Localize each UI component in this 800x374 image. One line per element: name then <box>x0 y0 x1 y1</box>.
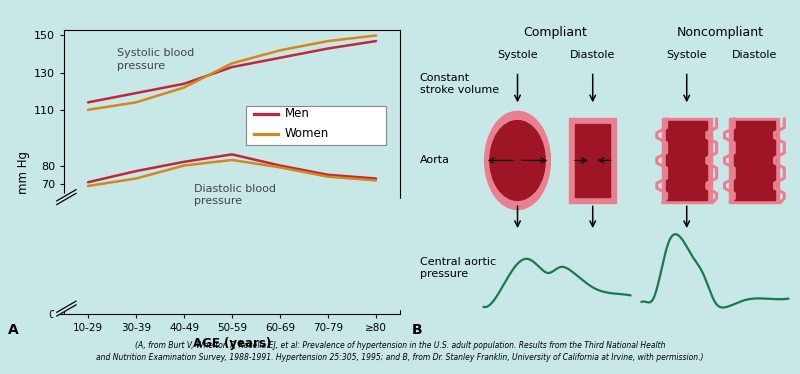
Ellipse shape <box>490 120 545 200</box>
Bar <box>575 124 610 197</box>
Bar <box>734 121 775 200</box>
Bar <box>59 199 419 309</box>
FancyBboxPatch shape <box>246 106 386 145</box>
Text: Diastole: Diastole <box>732 50 777 60</box>
Text: Noncompliant: Noncompliant <box>677 25 764 39</box>
Text: Diastole: Diastole <box>570 50 615 60</box>
Text: Diastolic blood
pressure: Diastolic blood pressure <box>194 184 275 206</box>
Text: B: B <box>412 323 422 337</box>
Ellipse shape <box>485 111 550 209</box>
Text: Systolic blood
pressure: Systolic blood pressure <box>117 49 194 71</box>
Bar <box>666 121 707 200</box>
Y-axis label: mm Hg: mm Hg <box>17 151 30 193</box>
Bar <box>730 117 779 203</box>
Text: A: A <box>8 323 18 337</box>
Text: Women: Women <box>285 128 329 141</box>
Text: Constant
stroke volume: Constant stroke volume <box>420 73 499 95</box>
Bar <box>569 117 617 203</box>
Text: Men: Men <box>285 107 310 120</box>
Text: Systole: Systole <box>498 50 538 60</box>
X-axis label: AGE (years): AGE (years) <box>193 337 271 350</box>
Text: Central aortic
pressure: Central aortic pressure <box>420 257 496 279</box>
Text: (A, from Burt V, Whelton P, Rocella EJ, et al: Prevalence of hypertension in the: (A, from Burt V, Whelton P, Rocella EJ, … <box>96 341 704 362</box>
Text: Compliant: Compliant <box>523 25 587 39</box>
Text: Aorta: Aorta <box>420 156 450 165</box>
Text: Systole: Systole <box>666 50 707 60</box>
Bar <box>662 117 712 203</box>
